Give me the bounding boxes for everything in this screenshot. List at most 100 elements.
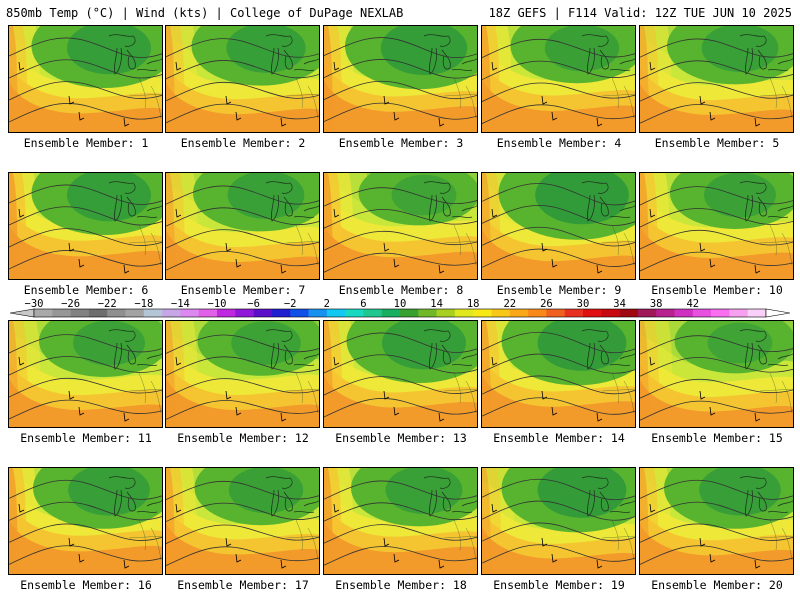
- wind-barb: [596, 559, 603, 569]
- ensemble-member-label: Ensemble Member: 18: [335, 578, 467, 592]
- colorbar-swatch: [180, 309, 199, 317]
- wind-barb: [235, 406, 242, 416]
- colorbar-tick-label: 34: [613, 298, 626, 310]
- wind-barb: [123, 559, 130, 569]
- wind-barb: [754, 559, 761, 569]
- temperature-band: [9, 26, 21, 132]
- colorbar-swatch: [253, 309, 273, 317]
- height-contour: [324, 502, 477, 522]
- ensemble-map-panel: [8, 172, 163, 280]
- ensemble-map-panel: [8, 320, 163, 428]
- height-contour: [9, 501, 162, 521]
- colorbar-swatch: [271, 309, 291, 317]
- height-contour: [482, 38, 635, 58]
- colorbar-swatch: [454, 309, 474, 317]
- cold-core: [68, 468, 150, 516]
- wind-barb: [383, 537, 390, 547]
- height-contour: [482, 397, 635, 417]
- state-border: [759, 224, 793, 266]
- colorbar-swatch: [235, 309, 254, 317]
- colorbar-swatch: [363, 309, 382, 317]
- state-border: [759, 519, 793, 561]
- wind-barb: [541, 537, 548, 547]
- colorbar-swatch: [619, 309, 639, 317]
- height-contour: [166, 334, 319, 354]
- temperature-band: [640, 26, 652, 132]
- state-border: [443, 372, 477, 414]
- ensemble-member-label: Ensemble Member: 19: [493, 578, 625, 592]
- wind-barb: [175, 61, 182, 71]
- height-contour: [482, 104, 635, 124]
- ensemble-member-label: Ensemble Member: 7: [180, 283, 306, 297]
- state-border: [759, 372, 793, 414]
- height-contour: [324, 80, 477, 100]
- ensemble-map-panel: [323, 320, 478, 428]
- cold-core: [391, 174, 457, 216]
- wind-barb: [68, 390, 75, 400]
- height-contour: [640, 479, 793, 500]
- wind-barb: [333, 503, 340, 513]
- colorbar-tick-label: −14: [171, 298, 190, 310]
- wind-barb: [596, 117, 603, 127]
- temperature-band: [640, 321, 652, 427]
- temperature-band: [482, 229, 635, 279]
- height-contour: [482, 522, 635, 542]
- height-contour: [324, 524, 477, 544]
- colorbar-swatch: [564, 309, 584, 317]
- height-contour: [166, 400, 319, 420]
- wind-barb: [649, 208, 656, 218]
- coastline: [739, 476, 793, 517]
- ensemble-map-panel: [639, 25, 794, 133]
- wind-barb: [383, 95, 390, 105]
- colorbar-arrow-right: [765, 308, 791, 318]
- colorbar-swatch: [381, 309, 401, 317]
- colorbar-swatch: [52, 309, 71, 317]
- colorbar-tick-label: 42: [686, 298, 699, 310]
- cold-core: [544, 26, 620, 72]
- height-contour: [166, 251, 319, 271]
- coastline: [739, 34, 793, 75]
- ensemble-map-panel: [323, 25, 478, 133]
- colorbar-swatch: [473, 309, 492, 317]
- ensemble-member-label: Ensemble Member: 5: [654, 136, 780, 150]
- colorbar-tick-label: 6: [360, 298, 366, 310]
- coastline: [739, 329, 793, 370]
- temperature-band: [482, 526, 635, 574]
- wind-barb: [225, 390, 232, 400]
- wind-barb: [596, 412, 603, 422]
- ensemble-member-label: Ensemble Member: 2: [180, 136, 306, 150]
- temperature-band: [324, 321, 336, 427]
- wind-barb: [78, 553, 85, 563]
- wind-barb: [333, 356, 340, 366]
- wind-barb: [393, 406, 400, 416]
- coastline: [581, 329, 635, 370]
- height-contour: [9, 523, 162, 543]
- temperature-colorbar: −30 −26 −22 −18 −14 −10 −6 −2 2 6 10 14 18 22 26 30 34 38…: [9, 298, 791, 318]
- state-border: [759, 77, 793, 119]
- height-contour: [9, 334, 162, 354]
- colorbar-swatch: [747, 309, 767, 317]
- wind-barb: [699, 242, 706, 252]
- wind-barb: [491, 61, 498, 71]
- temperature-band: [482, 468, 494, 574]
- wind-barb: [123, 264, 130, 274]
- wind-barb: [491, 356, 498, 366]
- ensemble-map-panel: [481, 320, 636, 428]
- colorbar-arrow-left: [9, 308, 35, 318]
- height-contour: [640, 335, 793, 355]
- ensemble-member-label: Ensemble Member: 11: [20, 431, 152, 445]
- ensemble-member-label: Ensemble Member: 14: [493, 431, 625, 445]
- height-contour: [324, 332, 477, 353]
- temperature-band: [9, 468, 21, 574]
- wind-barb: [333, 61, 340, 71]
- colorbar-tick-label: 18: [467, 298, 480, 310]
- colorbar-swatch: [528, 309, 547, 317]
- colorbar-swatch: [198, 309, 218, 317]
- height-contour: [640, 186, 793, 206]
- temperature-band: [640, 468, 652, 574]
- wind-barb: [78, 258, 85, 268]
- temperature-band: [9, 321, 21, 427]
- height-contour: [324, 376, 477, 396]
- wind-barb: [551, 111, 558, 121]
- state-border: [601, 519, 635, 561]
